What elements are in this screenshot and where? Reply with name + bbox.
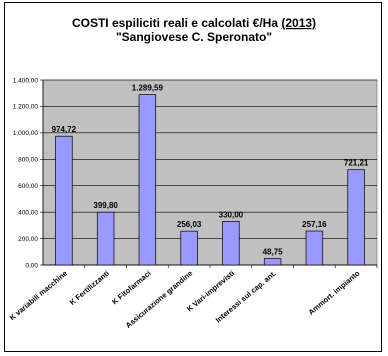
chart-title-line1: COSTI espiliciti reali e calcolati €/Ha …: [72, 16, 316, 30]
bar: [347, 169, 365, 266]
x-tick-label: K Fertilizzanti: [68, 269, 111, 307]
y-tick-label: 400,00: [18, 209, 38, 216]
data-label: 399,80: [93, 201, 118, 210]
data-label: 257,16: [302, 220, 327, 229]
data-label: 1.289,59: [132, 84, 164, 93]
y-tick-label: 1.200,00: [13, 104, 39, 111]
y-tick-label: 600,00: [18, 183, 38, 190]
bar: [138, 94, 157, 266]
bar: [263, 258, 282, 266]
chart: COSTI espiliciti reali e calcolati €/Ha …: [8, 16, 378, 330]
data-label: 256,03: [177, 220, 202, 229]
x-tick-label: K variabili macchine: [8, 269, 69, 323]
x-tick-label: Ammort. impianto: [306, 268, 361, 316]
chart-title-line2: "Sangiovese C. Speronato": [116, 30, 272, 44]
bar: [96, 211, 115, 266]
bar: [180, 230, 198, 266]
y-tick-label: 1.400,00: [13, 77, 39, 84]
plot-area: 0,00 200,00 400,00 600,00 800,00 1.000,00 1.20…: [8, 77, 378, 330]
y-tick-label: 200,00: [18, 236, 38, 243]
bar: [222, 221, 240, 266]
bar: [305, 230, 324, 266]
chart-title-prefix: COSTI espiliciti reali e calcolati €/Ha: [72, 16, 281, 30]
y-tick-label: 1.000,00: [13, 130, 39, 137]
data-label: 721,21: [344, 159, 369, 168]
plot-background: [42, 79, 378, 266]
data-label: 48,75: [263, 248, 284, 257]
chart-frame: COSTI espiliciti reali e calcolati €/Ha …: [4, 2, 382, 352]
bar: [55, 135, 73, 266]
x-tick-label: K Fitofarmaci: [110, 269, 153, 307]
data-label: 330,00: [219, 210, 244, 219]
data-label: 974,72: [52, 125, 77, 134]
y-tick-label: 800,00: [18, 157, 38, 164]
y-tick-label: 0,00: [25, 262, 38, 269]
chart-title-year: (2013): [281, 16, 316, 30]
